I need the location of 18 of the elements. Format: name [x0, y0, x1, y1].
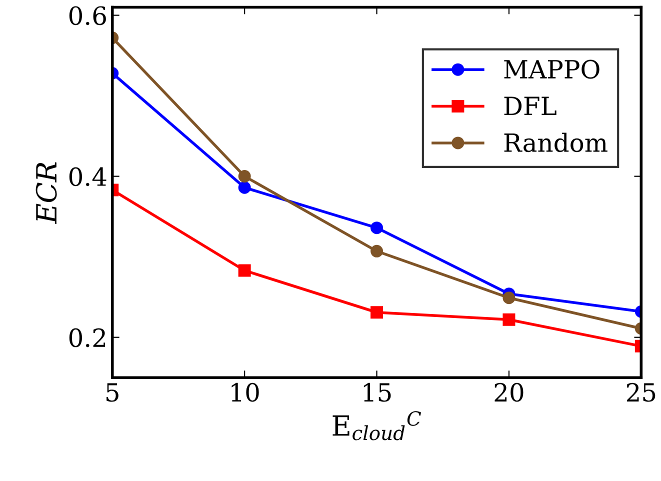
legend-label: Random — [504, 132, 608, 152]
y-tick-label: 0.6 — [69, 6, 106, 26]
x-axis-title: E$_{cloud}$$^{C}$ — [332, 411, 422, 440]
x-tick-label: 25 — [626, 382, 656, 402]
x-tick-label: 5 — [106, 383, 118, 402]
point — [370, 306, 384, 319]
x-tick-label: 10 — [232, 382, 259, 402]
point — [370, 222, 384, 234]
x-tick-label: 20 — [494, 382, 524, 402]
point — [502, 292, 516, 304]
y-axis-title: ECR — [36, 162, 57, 224]
point — [502, 313, 516, 326]
legend-label: DFL — [504, 96, 556, 116]
x-tick-label: 15 — [364, 382, 391, 402]
y-tick-label: 0.4 — [69, 167, 106, 186]
legend-label: MAPPO — [504, 60, 600, 79]
y-tick-label: 0.2 — [69, 328, 106, 348]
point — [370, 244, 384, 258]
